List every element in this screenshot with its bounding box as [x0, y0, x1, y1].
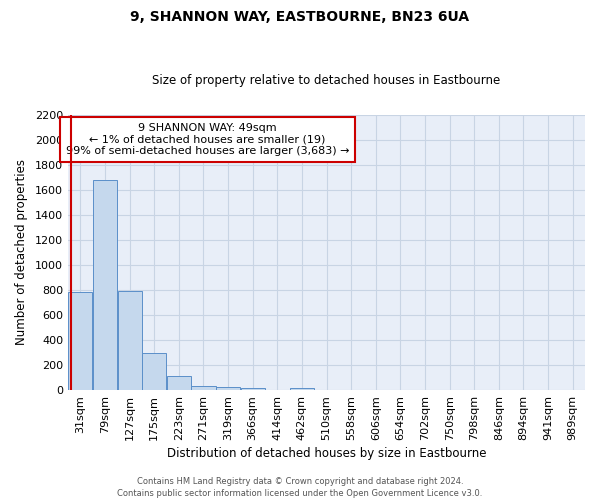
Bar	[191, 386, 215, 390]
Bar	[167, 376, 191, 390]
Bar	[93, 180, 117, 390]
X-axis label: Distribution of detached houses by size in Eastbourne: Distribution of detached houses by size …	[167, 447, 486, 460]
Text: Contains HM Land Registry data © Crown copyright and database right 2024.
Contai: Contains HM Land Registry data © Crown c…	[118, 476, 482, 498]
Text: 9 SHANNON WAY: 49sqm
← 1% of detached houses are smaller (19)
99% of semi-detach: 9 SHANNON WAY: 49sqm ← 1% of detached ho…	[66, 123, 349, 156]
Bar	[216, 386, 240, 390]
Y-axis label: Number of detached properties: Number of detached properties	[15, 160, 28, 346]
Bar	[68, 292, 92, 390]
Bar	[142, 353, 166, 390]
Bar	[118, 290, 142, 390]
Title: Size of property relative to detached houses in Eastbourne: Size of property relative to detached ho…	[152, 74, 500, 87]
Text: 9, SHANNON WAY, EASTBOURNE, BN23 6UA: 9, SHANNON WAY, EASTBOURNE, BN23 6UA	[130, 10, 470, 24]
Bar	[290, 388, 314, 390]
Bar	[241, 388, 265, 390]
